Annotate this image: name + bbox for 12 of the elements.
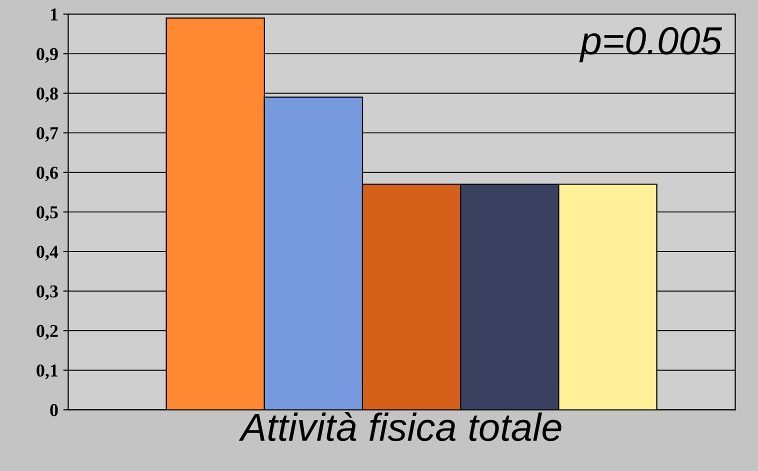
y-tick-label: 0 [50, 404, 58, 416]
x-axis-title: Attività fisica totale [238, 412, 562, 442]
y-tick-label: 0,7 [36, 127, 58, 142]
y-tick-label: 1 [50, 8, 58, 20]
y-tick-label: 0,3 [36, 285, 58, 300]
y-tick-label: 0,6 [36, 166, 58, 182]
y-tick-label: 0,9 [36, 48, 58, 63]
y-tick-label: 0,2 [36, 324, 58, 340]
y-tick-label: 0,4 [36, 246, 58, 261]
y-tick-label: 0,1 [36, 364, 58, 380]
y-tick-label: 0,5 [36, 206, 58, 222]
y-tick-label: 0,8 [36, 88, 58, 102]
